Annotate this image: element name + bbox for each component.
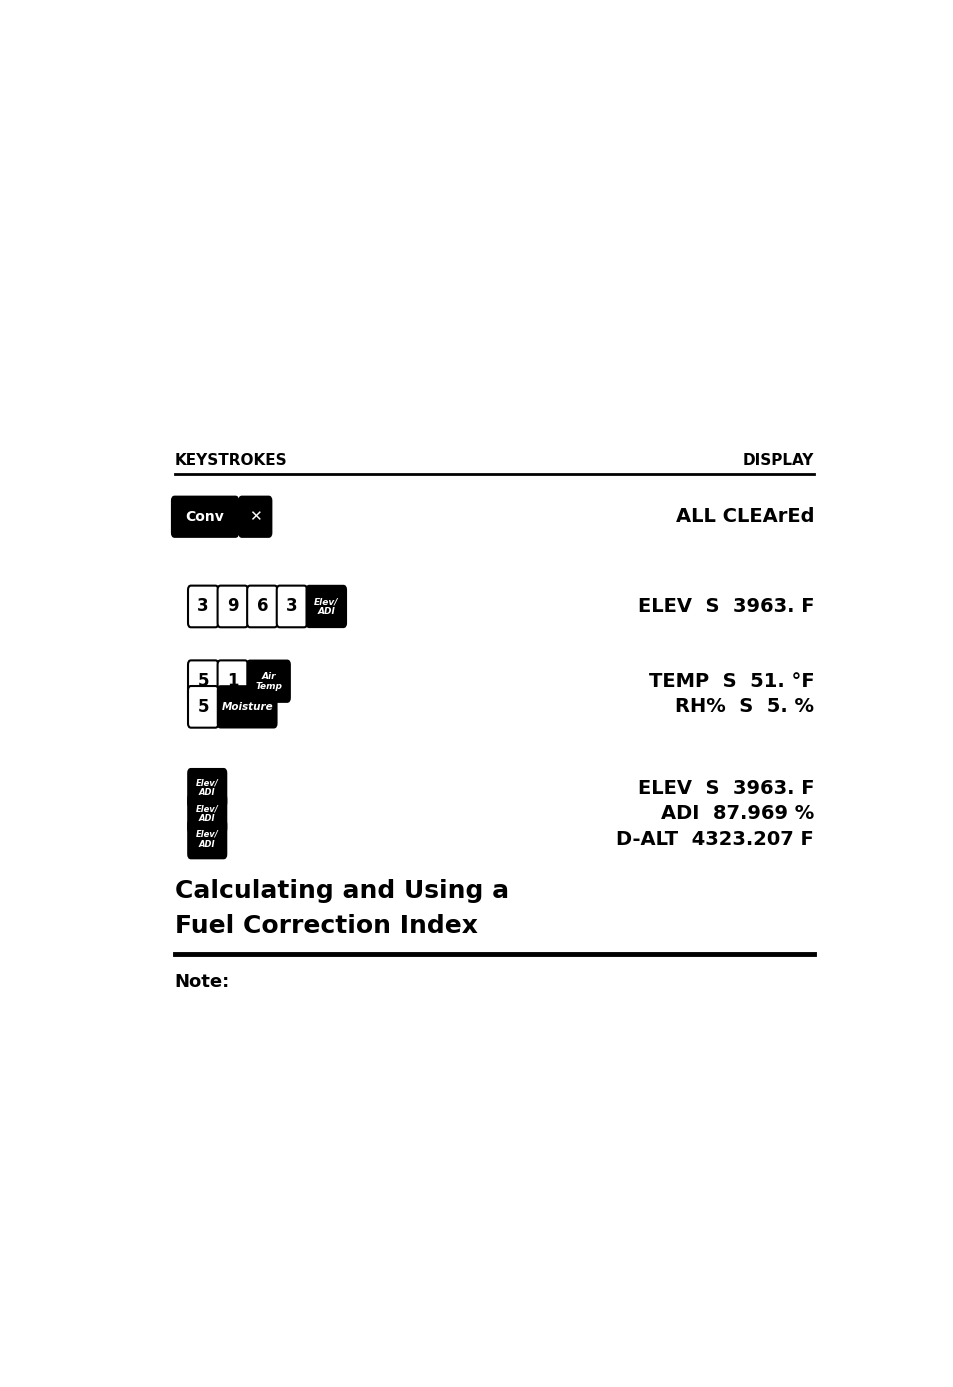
Text: Fuel Correction Index: Fuel Correction Index [174, 914, 477, 938]
FancyBboxPatch shape [188, 585, 218, 627]
FancyBboxPatch shape [217, 585, 248, 627]
FancyBboxPatch shape [276, 585, 307, 627]
Text: Air
Temp: Air Temp [254, 671, 282, 691]
Text: KEYSTROKES: KEYSTROKES [174, 452, 287, 467]
Text: 3: 3 [286, 598, 297, 616]
FancyBboxPatch shape [306, 585, 346, 627]
FancyBboxPatch shape [188, 768, 226, 807]
Text: Calculating and Using a: Calculating and Using a [174, 879, 508, 903]
FancyBboxPatch shape [188, 795, 226, 832]
Text: TEMP  S  51. °F: TEMP S 51. °F [648, 671, 813, 691]
Text: ELEV  S  3963. F: ELEV S 3963. F [637, 596, 813, 616]
Text: Elev/
ADI: Elev/ ADI [195, 778, 218, 798]
Text: Elev/
ADI: Elev/ ADI [195, 829, 218, 849]
Text: Elev/
ADI: Elev/ ADI [314, 596, 338, 616]
FancyBboxPatch shape [247, 660, 290, 702]
Text: 5: 5 [197, 673, 209, 691]
Text: DISPLAY: DISPLAY [742, 452, 813, 467]
Text: ✕: ✕ [249, 509, 261, 524]
Text: ELEV  S  3963. F: ELEV S 3963. F [637, 778, 813, 798]
FancyBboxPatch shape [217, 660, 248, 702]
Text: Conv: Conv [186, 510, 224, 524]
Text: Elev/
ADI: Elev/ ADI [195, 804, 218, 822]
FancyBboxPatch shape [172, 497, 238, 537]
Text: 1: 1 [227, 673, 238, 691]
FancyBboxPatch shape [188, 660, 218, 702]
Text: D-ALT  4323.207 F: D-ALT 4323.207 F [616, 829, 813, 849]
Text: ADI  87.969 %: ADI 87.969 % [660, 804, 813, 822]
Text: ALL CLEArEd: ALL CLEArEd [675, 508, 813, 526]
FancyBboxPatch shape [239, 497, 272, 537]
Text: 9: 9 [227, 598, 238, 616]
Text: Note:: Note: [174, 972, 230, 990]
FancyBboxPatch shape [217, 687, 276, 728]
Text: 3: 3 [197, 598, 209, 616]
FancyBboxPatch shape [188, 687, 218, 728]
FancyBboxPatch shape [247, 585, 277, 627]
Text: RH%  S  5. %: RH% S 5. % [675, 698, 813, 716]
Text: 6: 6 [256, 598, 268, 616]
Text: 5: 5 [197, 698, 209, 716]
FancyBboxPatch shape [188, 820, 226, 859]
Text: Moisture: Moisture [221, 702, 273, 712]
